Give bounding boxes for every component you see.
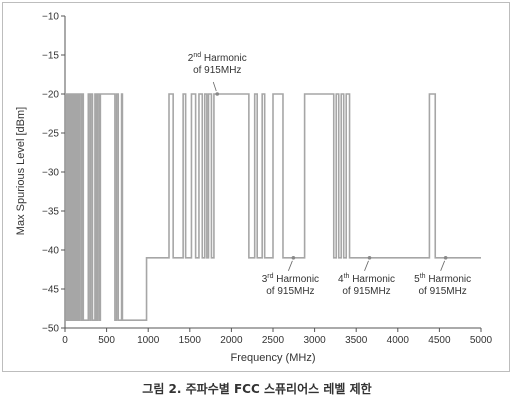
harmonic-point: [367, 255, 372, 260]
annotation-line2: of 915MHz: [418, 286, 466, 297]
x-tick-label: 3000: [303, 335, 326, 346]
annotation-line1: 2nd Harmonic: [188, 52, 247, 64]
annotation-word: Harmonic: [349, 274, 395, 285]
x-tick-label: 0: [62, 335, 68, 346]
y-axis-label: Max Spurious Level [dBm]: [15, 107, 27, 235]
x-tick-label: 2500: [262, 335, 285, 346]
y-tick-label: −25: [42, 129, 59, 140]
annotation-ordinal: 2: [188, 53, 194, 64]
annotation-arrow: [212, 81, 217, 92]
harmonic-point: [291, 255, 296, 260]
harmonic-point: [215, 92, 220, 96]
annotation-line2: of 915MHz: [342, 286, 390, 297]
annotation-line1: 3rd Harmonic: [262, 273, 319, 285]
x-tick-label: 1500: [179, 335, 202, 346]
harmonic-point: [443, 255, 448, 260]
chart-frame: [2, 2, 510, 372]
annotation-word: Harmonic: [426, 274, 472, 285]
annotation-suffix: rd: [267, 273, 273, 280]
y-tick-label: −10: [42, 12, 59, 23]
annotation-arrow: [288, 260, 293, 271]
x-tick-label: 3500: [345, 335, 368, 346]
annotation-ordinal: 4: [338, 274, 344, 285]
x-tick-label: 4500: [428, 335, 451, 346]
y-tick-label: −30: [42, 168, 59, 179]
spurious-level-chart: 0 500 1000 1500 2000 2500 3000 3500 4000 4500 5000…: [15, 12, 493, 365]
x-tick-label: 4000: [387, 335, 410, 346]
y-tick-label: −50: [42, 324, 59, 335]
x-tick-label: 5000: [470, 335, 493, 346]
y-tick-label: −35: [42, 207, 59, 218]
annotation-line2: of 915MHz: [266, 286, 314, 297]
chart-axes: 0 500 1000 1500 2000 2500 3000 3500 4000 4500 5000…: [42, 12, 493, 347]
annotation-suffix: th: [420, 273, 426, 280]
y-tick-label: −15: [42, 51, 59, 62]
x-axis-label: Frequency (MHz): [231, 352, 316, 364]
annotation-suffix: nd: [193, 52, 201, 59]
annotation-line1: 4th Harmonic: [338, 273, 395, 285]
annotation-arrow: [364, 260, 369, 271]
figure-caption: 그림 2. 주파수별 FCC 스퓨리어스 레벨 제한: [142, 382, 372, 396]
annotation-suffix: th: [344, 273, 350, 280]
series-line: [65, 93, 481, 322]
x-tick-label: 2000: [220, 335, 243, 346]
y-tick-label: −20: [42, 90, 59, 101]
annotation-line2: of 915MHz: [193, 65, 241, 76]
annotation-line1: 5th Harmonic: [414, 273, 471, 285]
x-tick-label: 500: [98, 335, 115, 346]
annotation-arrow: [440, 260, 446, 271]
y-tick-label: −45: [42, 285, 59, 296]
annotation-word: Harmonic: [201, 53, 247, 64]
annotation-ordinal: 3: [262, 274, 268, 285]
y-tick-label: −40: [42, 246, 59, 257]
annotation-ordinal: 5: [414, 274, 420, 285]
x-tick-label: 1000: [137, 335, 160, 346]
chart-marks: [65, 93, 481, 322]
annotation-word: Harmonic: [273, 274, 319, 285]
